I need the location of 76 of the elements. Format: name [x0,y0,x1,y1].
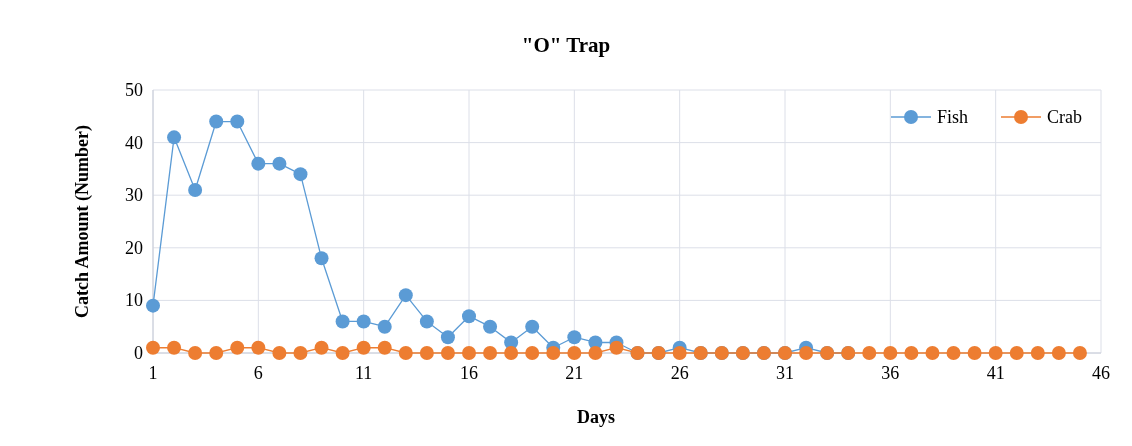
point [567,330,582,345]
y-tick-label: 0 [134,343,143,363]
x-tick-label: 26 [670,363,689,383]
point [462,346,476,360]
y-tick-label: 10 [125,290,143,311]
point [462,309,476,324]
x-tick-label: 11 [354,363,373,383]
point [525,346,540,360]
x-tick-label: 36 [881,363,900,383]
point [862,346,877,360]
chart-title: "O" Trap [521,33,611,57]
legend-label: Fish [937,107,969,127]
point [1072,346,1087,360]
y-tick-label: 40 [125,132,143,153]
point [904,346,919,360]
point [209,114,224,129]
point [251,156,266,171]
x-tick-label: 21 [565,363,584,383]
point [209,346,224,360]
point [567,346,582,360]
point [398,346,413,360]
point [925,346,940,360]
point [230,340,245,355]
point [146,340,160,355]
x-tick-label: 16 [460,363,478,383]
point [799,346,814,360]
point [883,346,898,360]
point [419,314,434,329]
legend-label: Crab [1047,107,1082,127]
point [251,340,266,355]
point [314,340,329,355]
point [188,182,203,197]
point [335,346,350,360]
point [525,319,540,334]
point [356,314,371,329]
point [293,167,308,182]
x-tick-label: 6 [253,363,263,383]
y-tick-label: 20 [125,237,143,258]
point [230,114,245,129]
point [440,330,455,345]
x-tick-label: 41 [986,363,1005,383]
y-tick-label: 30 [125,185,143,206]
point [609,340,624,355]
x-tick-label: 31 [776,363,794,383]
point [272,346,287,360]
y-tick-label: 50 [125,80,143,100]
point [967,346,982,360]
point [1051,346,1066,360]
point [672,346,687,360]
point [988,346,1003,360]
point [146,298,160,313]
point [167,130,182,145]
point [188,346,203,360]
point [483,346,498,360]
point [272,156,287,171]
point [1030,346,1045,360]
point [419,346,434,360]
point [293,346,308,360]
point [335,314,350,329]
point [440,346,455,360]
x-axis-title: Days [576,407,616,427]
y-axis-title: Catch Amount (Number) [72,125,93,318]
point [1009,346,1024,360]
point [398,288,413,303]
point [546,346,561,360]
point [167,340,182,355]
point [314,251,329,266]
point [377,319,392,334]
point [504,346,519,360]
point [377,340,392,355]
point [946,346,961,360]
x-tick-label: 1 [148,363,158,383]
point [356,340,371,355]
point [588,346,603,360]
x-tick-label: 46 [1092,363,1110,383]
point [483,319,498,334]
